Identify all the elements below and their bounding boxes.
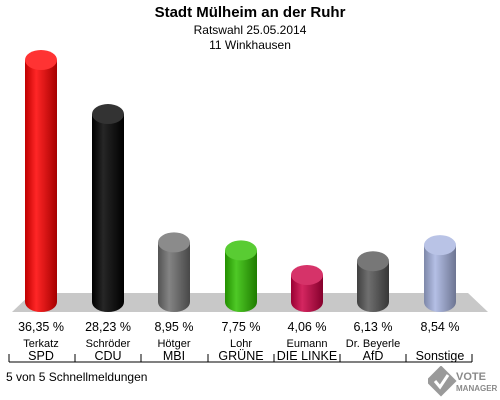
bar-body [225, 250, 257, 312]
bar-body [92, 114, 124, 312]
bar-top [357, 251, 389, 272]
party-label: Sonstige [416, 349, 465, 363]
value-label: 36,35 % [18, 320, 64, 334]
bar-body [357, 261, 389, 312]
bar-grüne [225, 240, 257, 312]
party-label: MBI [163, 349, 185, 363]
bar-die-linke [291, 264, 323, 312]
status-text: 5 von 5 Schnellmeldungen [6, 370, 148, 384]
candidate-label: Eumann [287, 338, 328, 350]
chart-subtitle: Ratswahl 25.05.2014 [193, 23, 307, 37]
chart-title: Stadt Mülheim an der Ruhr [154, 4, 346, 21]
party-label: DIE LINKE [277, 349, 337, 363]
value-label: 8,95 % [155, 320, 194, 334]
bar-top [291, 264, 323, 285]
party-label: GRÜNE [218, 349, 263, 363]
candidate-label: Terkatz [23, 338, 58, 350]
bar-body [25, 60, 57, 312]
bar-mbi [158, 232, 190, 312]
checkmark-icon [428, 366, 457, 397]
value-label: 6,13 % [354, 320, 393, 334]
value-label: 7,75 % [222, 320, 261, 334]
bar-sonstige [424, 235, 456, 312]
party-label: SPD [28, 349, 54, 363]
candidate-label: Schröder [86, 338, 131, 350]
value-label: 8,54 % [421, 320, 460, 334]
bar-top [424, 235, 456, 256]
bar-top [158, 232, 190, 253]
party-label: AfD [363, 349, 384, 363]
bar-cdu [92, 104, 124, 312]
value-label: 4,06 % [288, 320, 327, 334]
bar-body [291, 274, 323, 312]
bar-spd [25, 50, 57, 312]
bar-body [424, 245, 456, 312]
candidate-label: Dr. Beyerle [346, 338, 400, 350]
bars-group [25, 50, 456, 312]
district-label: 11 Winkhausen [209, 38, 291, 52]
party-label: CDU [94, 349, 121, 363]
bar-top [92, 104, 124, 125]
bar-top [225, 240, 257, 261]
logo-text-vote: VOTE [456, 371, 486, 383]
candidate-label: Lohr [230, 338, 252, 350]
value-label: 28,23 % [85, 320, 131, 334]
bar-body [158, 242, 190, 312]
candidate-label: Hötger [157, 338, 190, 350]
logo-text-manager: MANAGER [456, 384, 498, 393]
bar-top [25, 50, 57, 70]
bar-afd [357, 251, 389, 312]
vote-manager-logo: VOTE MANAGER [428, 366, 498, 397]
category-bracket [8, 354, 473, 363]
